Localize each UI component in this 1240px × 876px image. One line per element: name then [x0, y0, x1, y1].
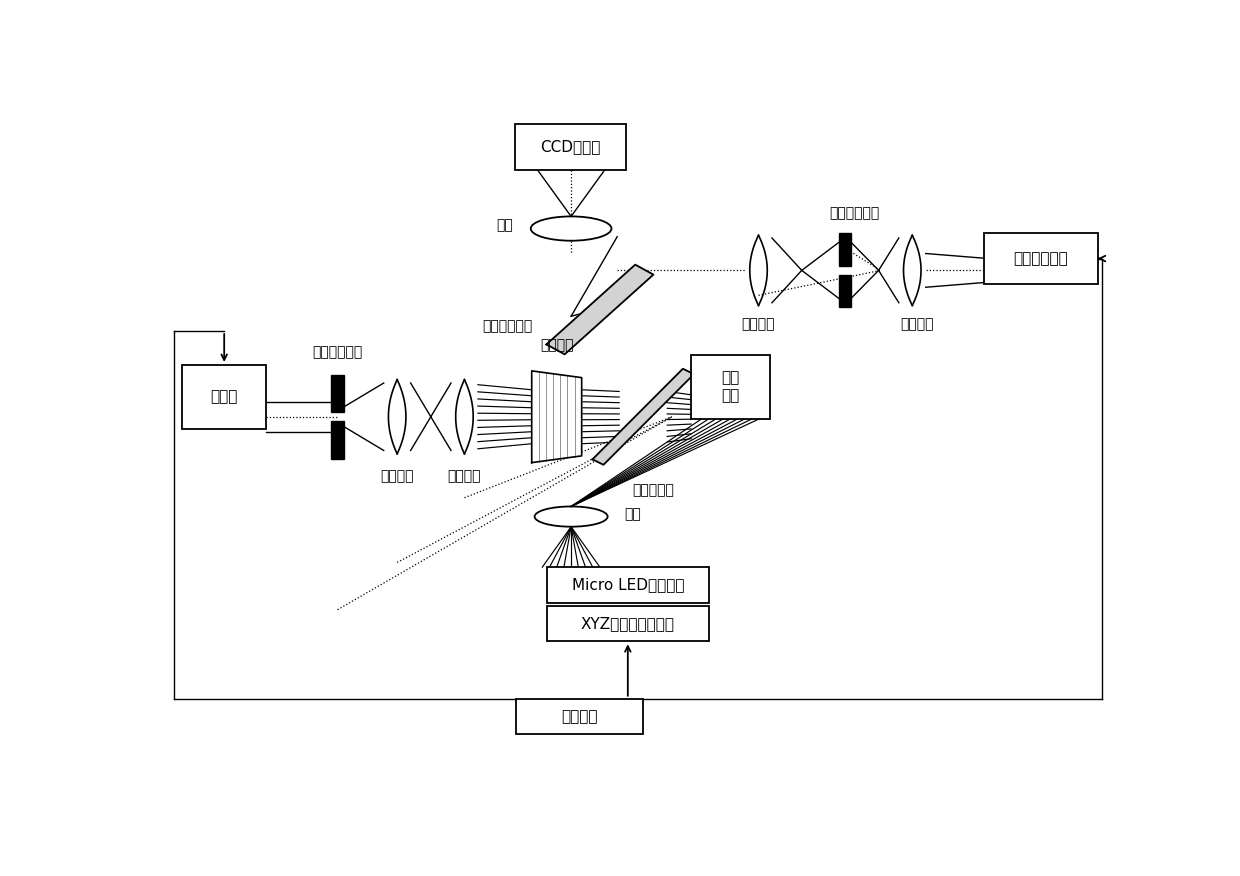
- FancyBboxPatch shape: [547, 605, 708, 641]
- Text: 第四透镜: 第四透镜: [900, 318, 934, 332]
- Polygon shape: [593, 369, 694, 465]
- Text: Micro LED芯片阵列: Micro LED芯片阵列: [572, 577, 684, 592]
- Text: 控制系统: 控制系统: [562, 709, 598, 724]
- Text: CCD摄像机: CCD摄像机: [541, 139, 601, 154]
- Polygon shape: [839, 275, 851, 307]
- Text: 第一透镜: 第一透镜: [381, 470, 414, 484]
- Text: 第二透镜: 第二透镜: [448, 470, 481, 484]
- Text: 多面棱镜: 多面棱镜: [539, 339, 573, 353]
- FancyBboxPatch shape: [182, 364, 267, 429]
- Text: 可移动反射镜: 可移动反射镜: [482, 320, 533, 334]
- Text: 目镜: 目镜: [497, 218, 513, 232]
- Polygon shape: [547, 265, 653, 355]
- Polygon shape: [331, 421, 345, 458]
- FancyBboxPatch shape: [516, 124, 626, 170]
- Text: 第三透镜: 第三透镜: [742, 318, 775, 332]
- Text: 扫描
振镜: 扫描 振镜: [722, 371, 740, 403]
- FancyBboxPatch shape: [516, 699, 644, 734]
- Text: 第二滤光狭缝: 第二滤光狭缝: [830, 206, 879, 220]
- Text: 第一分束片: 第一分束片: [632, 483, 673, 497]
- Text: 多通道光谱仳: 多通道光谱仳: [1013, 251, 1069, 266]
- FancyBboxPatch shape: [547, 567, 708, 603]
- Text: 第一滤光狭缝: 第一滤光狭缝: [312, 345, 363, 359]
- FancyBboxPatch shape: [985, 233, 1097, 284]
- Text: 物镜: 物镜: [624, 507, 641, 521]
- Polygon shape: [331, 375, 345, 412]
- Polygon shape: [532, 371, 582, 463]
- Text: XYZ三维高速样品台: XYZ三维高速样品台: [580, 616, 675, 631]
- Polygon shape: [839, 233, 851, 265]
- FancyBboxPatch shape: [691, 355, 770, 419]
- Text: 激光器: 激光器: [211, 389, 238, 405]
